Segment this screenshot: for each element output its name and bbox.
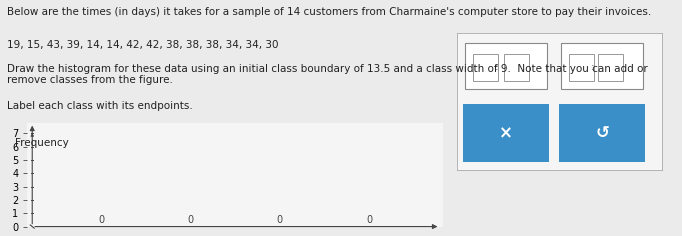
Text: :: : [591, 62, 595, 72]
Text: 0: 0 [98, 215, 104, 225]
Text: :: : [495, 62, 499, 72]
Text: 0: 0 [277, 215, 283, 225]
Text: Label each class with its endpoints.: Label each class with its endpoints. [7, 101, 192, 111]
FancyBboxPatch shape [561, 43, 643, 89]
Text: ×: × [499, 124, 513, 142]
Text: 0: 0 [188, 215, 194, 225]
Text: ↺: ↺ [595, 124, 609, 142]
Text: Frequency: Frequency [16, 138, 69, 148]
FancyBboxPatch shape [465, 43, 547, 89]
FancyBboxPatch shape [473, 54, 498, 81]
FancyBboxPatch shape [559, 104, 645, 162]
FancyBboxPatch shape [463, 104, 549, 162]
Text: 19, 15, 43, 39, 14, 14, 42, 42, 38, 38, 38, 34, 34, 30: 19, 15, 43, 39, 14, 14, 42, 42, 38, 38, … [7, 40, 278, 50]
FancyBboxPatch shape [569, 54, 594, 81]
FancyBboxPatch shape [504, 54, 529, 81]
Text: Draw the histogram for these data using an initial class boundary of 13.5 and a : Draw the histogram for these data using … [7, 64, 648, 85]
Text: 0: 0 [366, 215, 372, 225]
Text: Below are the times (in days) it takes for a sample of 14 customers from Charmai: Below are the times (in days) it takes f… [7, 7, 651, 17]
FancyBboxPatch shape [598, 54, 623, 81]
